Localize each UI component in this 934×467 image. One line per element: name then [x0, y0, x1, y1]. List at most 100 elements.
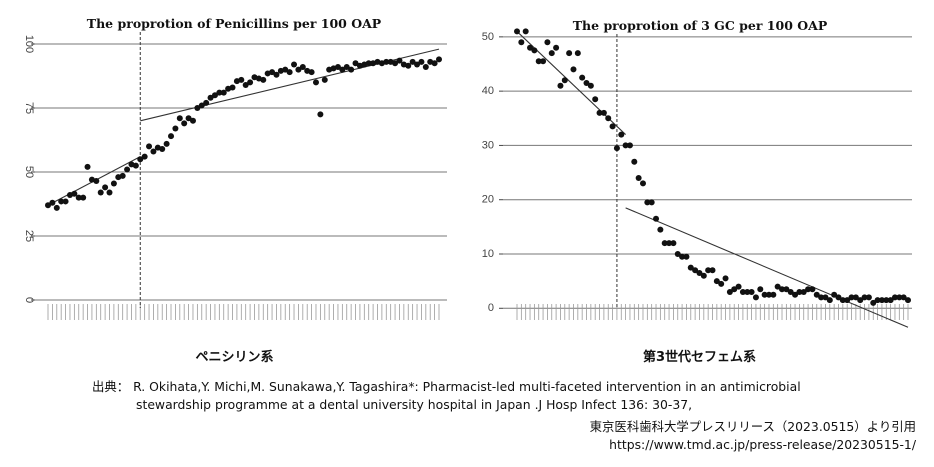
data-point	[757, 286, 764, 293]
data-point	[574, 50, 581, 57]
data-point	[365, 60, 372, 67]
data-point	[286, 69, 293, 76]
data-point	[644, 199, 651, 206]
y-tick-label: 75	[23, 102, 35, 114]
data-point	[80, 194, 87, 201]
data-point	[692, 267, 699, 274]
data-point	[774, 283, 781, 290]
data-point	[216, 89, 223, 96]
data-point	[409, 58, 416, 65]
data-point	[592, 96, 599, 103]
data-point	[765, 291, 772, 298]
data-point	[648, 199, 655, 206]
data-point	[422, 64, 429, 71]
data-point	[878, 297, 885, 304]
data-point	[522, 28, 529, 35]
data-point	[609, 123, 616, 130]
data-point	[705, 267, 712, 274]
data-point	[198, 102, 205, 109]
data-point	[431, 60, 438, 67]
data-point	[220, 89, 227, 96]
data-point	[396, 57, 403, 64]
data-point	[713, 278, 720, 285]
data-point	[53, 204, 60, 211]
data-point	[657, 226, 664, 233]
data-point	[709, 267, 716, 274]
data-point	[548, 50, 555, 57]
data-point	[700, 272, 707, 279]
y-tick-label: 0	[23, 297, 35, 303]
data-point	[242, 81, 249, 88]
data-point	[905, 297, 911, 304]
data-point	[436, 56, 442, 63]
data-point	[544, 39, 551, 46]
data-point	[870, 299, 877, 306]
data-point	[583, 80, 590, 86]
data-point	[813, 291, 820, 298]
data-point	[752, 294, 759, 301]
data-point	[62, 198, 69, 205]
data-point	[687, 264, 694, 271]
data-point	[269, 69, 276, 76]
data-point	[848, 294, 855, 301]
data-point	[260, 76, 267, 83]
data-point	[137, 156, 144, 163]
y-tick-label: 100	[23, 35, 35, 53]
data-point	[75, 194, 82, 201]
data-point	[731, 286, 738, 293]
data-point	[891, 294, 898, 301]
source-citation-line: 東京医科歯科大学プレスリリース（2023.0515）より引用	[589, 419, 916, 434]
data-point	[670, 240, 677, 247]
data-point	[176, 115, 183, 122]
data-point	[527, 44, 534, 51]
data-point	[618, 131, 625, 138]
y-tick-label: 0	[488, 302, 494, 314]
data-point	[844, 297, 851, 304]
trend-line	[625, 207, 909, 328]
data-point	[189, 117, 196, 124]
source-url[interactable]: https://www.tmd.ac.jp/press-release/2023…	[609, 437, 916, 452]
data-point	[783, 286, 790, 293]
data-point	[605, 115, 612, 122]
data-point	[518, 39, 525, 46]
data-point	[207, 94, 214, 101]
data-point	[739, 289, 746, 295]
data-point	[661, 240, 668, 247]
data-point	[674, 251, 681, 257]
data-point	[163, 140, 170, 147]
data-point	[883, 297, 890, 304]
data-point	[229, 84, 236, 91]
data-point	[97, 189, 104, 196]
data-point	[579, 74, 586, 81]
data-point	[124, 166, 131, 173]
data-point	[809, 286, 816, 293]
data-point	[826, 297, 833, 304]
data-point	[587, 82, 594, 89]
data-point	[339, 66, 346, 73]
data-point	[312, 79, 319, 86]
y-tick-label: 25	[23, 230, 35, 242]
data-point	[696, 270, 703, 276]
chart-caption-3gc: 第3世代セフェム系	[642, 350, 757, 365]
y-tick-label: 30	[482, 139, 494, 151]
chart-title: The proprotion of 3 GC per 100 OAP	[573, 18, 828, 33]
data-point	[106, 189, 113, 196]
data-point	[194, 105, 201, 111]
data-point	[596, 109, 603, 116]
data-point	[735, 283, 742, 290]
data-point	[93, 177, 100, 184]
data-point	[308, 69, 315, 76]
data-point	[639, 180, 646, 187]
data-point	[600, 109, 607, 116]
data-point	[282, 66, 289, 73]
data-point	[58, 198, 65, 205]
chart-3gc-svg: The proprotion of 3 GC per 100 OAP 0 10 20…	[482, 18, 912, 328]
data-point	[203, 99, 210, 106]
data-point	[514, 28, 520, 35]
chart-caption-penicillins: ペニシリン系	[195, 350, 274, 365]
data-point	[566, 50, 573, 57]
data-point	[800, 289, 807, 295]
data-point	[631, 158, 638, 165]
data-point	[570, 66, 577, 73]
y-tick-label: 50	[482, 31, 494, 43]
